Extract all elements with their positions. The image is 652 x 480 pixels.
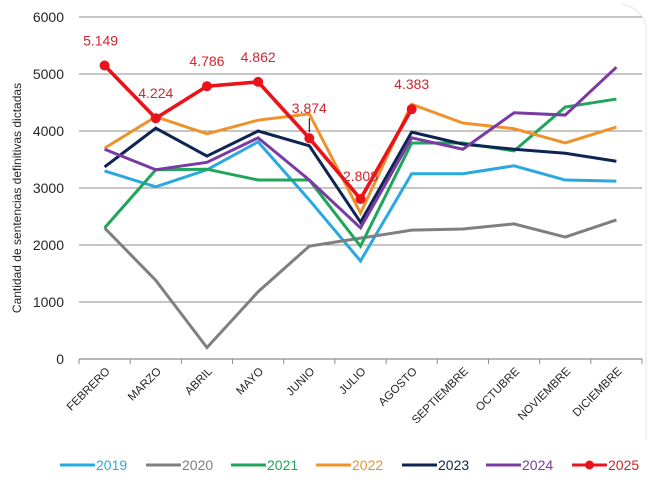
legend-item-2023: 2023 xyxy=(402,457,469,473)
series-line-2021 xyxy=(103,97,617,249)
data-label: 4.786 xyxy=(189,53,224,69)
data-point-2025 xyxy=(99,60,110,71)
series-line-2020 xyxy=(103,218,617,350)
data-point-2025 xyxy=(406,104,417,115)
legend-item-2022: 2022 xyxy=(316,457,383,473)
series-line-2022 xyxy=(103,102,617,217)
y-axis-title: Cantidad de sentencias definitivas dicta… xyxy=(10,83,24,313)
legend: 2019 2020 2021 2022 2023 2024 2025 xyxy=(60,457,639,473)
data-point-2025 xyxy=(201,81,212,92)
y-tick-label: 2000 xyxy=(33,237,64,253)
chart-border-corner xyxy=(621,3,647,440)
y-tick-label: 4000 xyxy=(33,123,64,139)
y-tick-label: 1000 xyxy=(33,294,64,310)
legend-marker xyxy=(585,460,594,470)
x-category-label: MAYO xyxy=(234,366,266,398)
legend-item-2021: 2021 xyxy=(231,457,298,473)
data-label: 4.383 xyxy=(394,76,429,92)
gridlines xyxy=(79,16,642,303)
series-line-2023 xyxy=(103,126,617,226)
x-category-label: DICIEMBRE xyxy=(571,365,625,419)
legend-label: 2025 xyxy=(608,457,639,473)
legend-item-2020: 2020 xyxy=(146,457,213,473)
legend-item-2019: 2019 xyxy=(60,457,127,473)
series-line-2024 xyxy=(104,66,618,231)
x-category-label: JUNIO xyxy=(285,366,318,399)
data-labels: 5.149 4.224 4.786 4.862 3.874 2.808 4.383 xyxy=(83,33,429,184)
data-label: 5.149 xyxy=(83,33,118,49)
x-category-label: AGOSTO xyxy=(377,366,420,409)
series-lines xyxy=(99,60,618,350)
x-category-label: ABRIL xyxy=(183,365,215,397)
legend-item-2024: 2024 xyxy=(486,457,553,473)
x-category-label: MARZO xyxy=(126,366,164,404)
data-label: 4.862 xyxy=(241,49,276,65)
legend-label: 2024 xyxy=(522,457,553,473)
data-label: 4.224 xyxy=(138,85,173,101)
y-tick-label: 0 xyxy=(56,351,64,367)
data-point-2025 xyxy=(150,113,161,124)
data-point-2025 xyxy=(304,133,315,144)
y-tick-label: 5000 xyxy=(33,66,64,82)
legend-label: 2021 xyxy=(267,457,298,473)
series-line-2019 xyxy=(104,139,617,264)
legend-label: 2020 xyxy=(182,457,213,473)
x-category-label: FEBRERO xyxy=(65,366,113,414)
y-tick-label: 6000 xyxy=(33,9,64,25)
data-point-2025 xyxy=(355,193,366,204)
y-axis-ticks: 0 1000 2000 3000 4000 5000 6000 xyxy=(33,9,64,367)
x-category-label: JULIO xyxy=(337,366,369,398)
legend-label: 2023 xyxy=(438,457,469,473)
x-category-label: OCTUBRE xyxy=(474,365,522,413)
y-tick-label: 3000 xyxy=(33,180,64,196)
legend-item-2025: 2025 xyxy=(572,457,639,473)
data-label: 3.874 xyxy=(292,100,327,116)
x-category-label: NOVIEMBRE xyxy=(516,365,574,423)
legend-label: 2022 xyxy=(352,457,383,473)
data-label: 2.808 xyxy=(343,168,378,184)
data-point-2025 xyxy=(253,76,264,87)
legend-label: 2019 xyxy=(96,457,127,473)
